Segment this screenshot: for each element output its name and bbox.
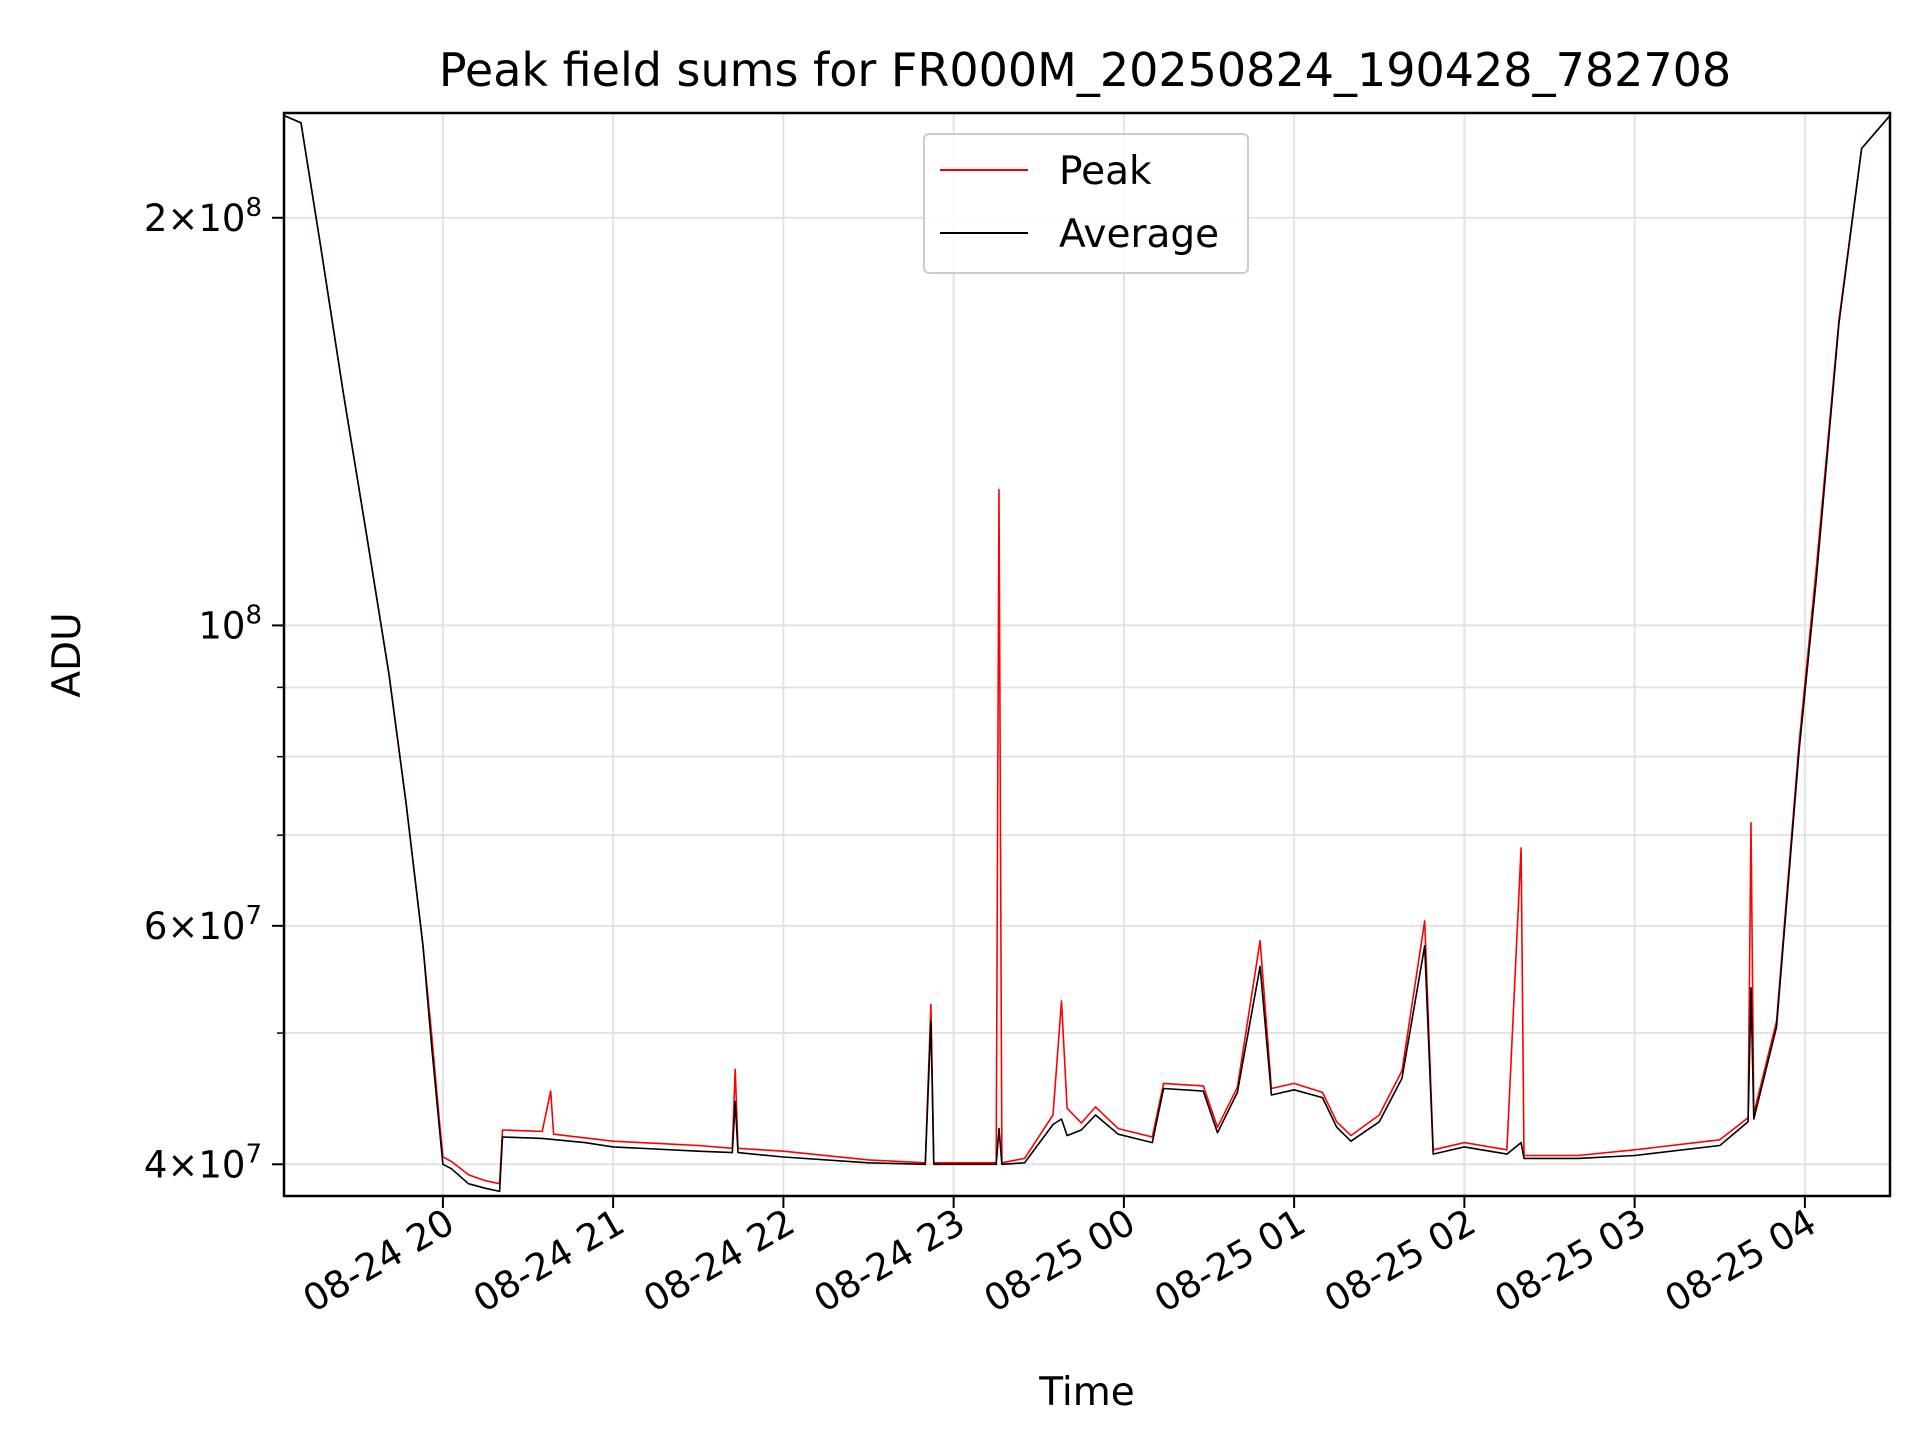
y-axis-ticks: 4×107 6×107 108 2×108: [144, 193, 284, 1186]
grid-lines: [284, 113, 1890, 1196]
x-axis-label: Time: [1038, 1370, 1134, 1415]
y-tick-label: 2×108: [144, 193, 262, 240]
legend: Peak Average: [923, 133, 1249, 274]
y-tick-label: 4×107: [144, 1139, 262, 1186]
legend-label-average: Average: [1059, 212, 1219, 257]
chart-title: Peak field sums for FR000M_20250824_1904…: [439, 43, 1731, 97]
series-layer: [284, 114, 1890, 1193]
y-tick-label: 108: [198, 600, 262, 647]
plot-frame: [282, 111, 1892, 1198]
y-axis-label: ADU: [45, 612, 90, 697]
legend-label-peak: Peak: [1059, 149, 1152, 194]
legend-box: [923, 133, 1249, 274]
y-tick-label: 6×107: [144, 901, 262, 948]
series-line-average: [284, 114, 1890, 1193]
series-line-peak: [284, 114, 1890, 1185]
